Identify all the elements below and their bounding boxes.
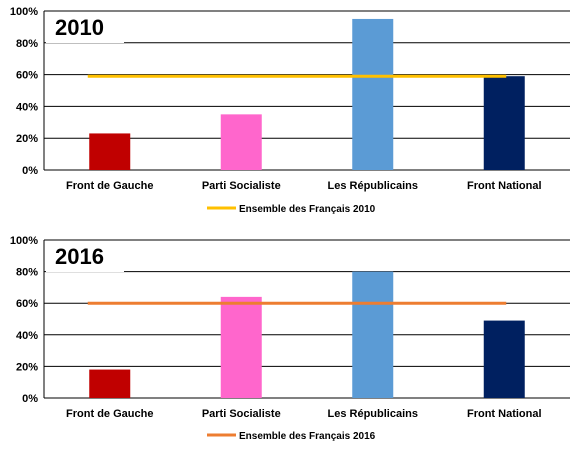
y-tick-label: 100%: [10, 235, 38, 247]
y-tick-label: 0%: [22, 393, 38, 405]
bar-Les Républicains: [352, 271, 394, 398]
y-tick-label: 20%: [16, 133, 38, 145]
y-tick-label: 60%: [16, 70, 38, 82]
x-tick-label: Parti Socialiste: [202, 408, 281, 420]
y-tick-label: 80%: [16, 38, 38, 50]
bar-Front de Gauche: [89, 369, 131, 398]
bar-Front National: [483, 76, 525, 170]
legend-label: Ensemble des Français 2016: [239, 431, 376, 442]
y-tick-label: 60%: [16, 298, 38, 310]
chart-title: 2016: [55, 244, 104, 269]
chart-2010: 0% 20% 40% 60% 80% 100% Front de Gauche Parti S…: [10, 6, 570, 215]
y-tick-label: 40%: [16, 330, 38, 342]
chart-2016: 0% 20% 40% 60% 80% 100% Front de Gauche Parti S…: [10, 235, 570, 442]
x-tick-label: Parti Socialiste: [202, 180, 281, 192]
title-box: [46, 12, 124, 43]
y-tick-label: 0%: [22, 165, 38, 177]
y-tick-label: 80%: [16, 267, 38, 279]
title-box: [46, 241, 124, 272]
bar-Front de Gauche: [89, 133, 131, 170]
y-tick-label: 20%: [16, 361, 38, 373]
x-tick-label: Les Républicains: [328, 408, 418, 420]
bar-Front National: [483, 320, 525, 398]
x-tick-label: Les Républicains: [328, 180, 418, 192]
bar-Parti Socialiste: [220, 296, 262, 398]
x-tick-label: Front National: [467, 408, 542, 420]
legend-label: Ensemble des Français 2010: [239, 204, 376, 215]
x-tick-label: Front de Gauche: [66, 180, 153, 192]
y-tick-label: 100%: [10, 6, 38, 18]
x-tick-label: Front de Gauche: [66, 408, 153, 420]
bar-Parti Socialiste: [220, 114, 262, 170]
y-tick-label: 40%: [16, 101, 38, 113]
x-tick-label: Front National: [467, 180, 542, 192]
bar-Les Républicains: [352, 18, 394, 171]
chart-title: 2010: [55, 15, 104, 40]
